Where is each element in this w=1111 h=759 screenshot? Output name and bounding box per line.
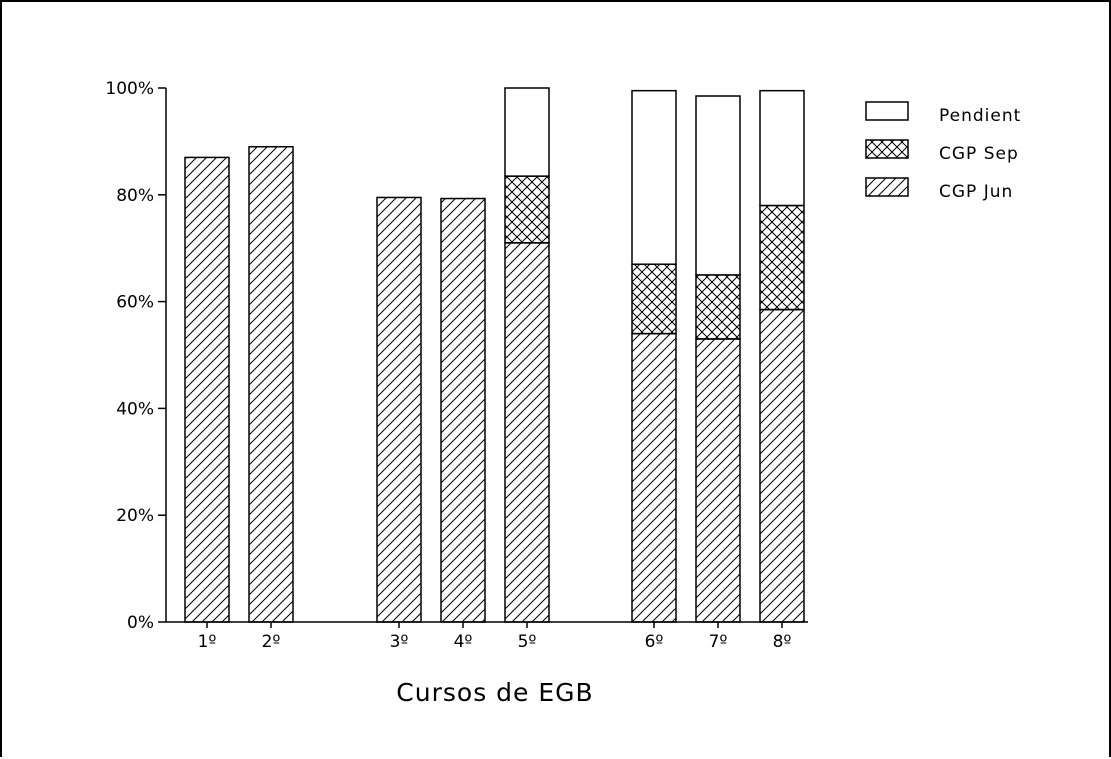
x-axis-title: Cursos de EGB <box>396 678 593 707</box>
y-tick-label: 40% <box>116 399 154 419</box>
bar-pendient-5 <box>504 87 550 177</box>
x-tick-label: 2º <box>262 632 281 652</box>
x-tick-label: 7º <box>709 632 728 652</box>
y-tick-label: 60% <box>116 293 154 313</box>
bar-cgp-jun-6 <box>631 332 677 623</box>
bar-cgp-sep-6 <box>631 263 677 335</box>
x-tick-labels: 1º 2º 3º 4º 5º 6º 7º 8º <box>198 622 792 652</box>
legend-swatch-cgp-sep <box>865 139 909 159</box>
x-tick-label: 3º <box>390 632 409 652</box>
bar-cgp-jun-3 <box>376 196 422 623</box>
y-tick-label: 80% <box>116 186 154 206</box>
x-tick-label: 4º <box>454 632 473 652</box>
bar-cgp-sep-8 <box>759 204 805 311</box>
bar-pendient-6 <box>631 89 677 265</box>
bar-pendient-8 <box>759 89 805 207</box>
chart-legend: Pendient CGP Sep CGP Jun <box>865 101 1021 202</box>
legend-swatch-cgp-jun <box>865 177 909 197</box>
x-tick-label: 8º <box>773 632 792 652</box>
legend-swatch-pendient <box>865 101 909 121</box>
bar-cgp-sep-7 <box>695 274 741 340</box>
y-tick-label: 100% <box>105 79 154 99</box>
bar-cgp-jun-2 <box>248 145 294 623</box>
y-tick-label: 20% <box>116 506 154 526</box>
chart-bars <box>184 87 805 623</box>
legend-label: CGP Jun <box>939 182 1013 202</box>
x-tick-label: 1º <box>198 632 217 652</box>
bar-cgp-jun-1 <box>184 156 230 623</box>
bar-pendient-7 <box>695 95 741 276</box>
bar-cgp-sep-5 <box>504 175 550 244</box>
legend-label: Pendient <box>939 106 1021 126</box>
bar-cgp-jun-4 <box>440 197 486 623</box>
x-tick-label: 6º <box>645 632 664 652</box>
bar-cgp-jun-7 <box>695 338 741 623</box>
y-tick-label: 0% <box>127 613 154 633</box>
bar-cgp-jun-5 <box>504 242 550 623</box>
x-tick-label: 5º <box>518 632 537 652</box>
legend-label: CGP Sep <box>939 144 1019 164</box>
bar-cgp-jun-8 <box>759 308 805 623</box>
